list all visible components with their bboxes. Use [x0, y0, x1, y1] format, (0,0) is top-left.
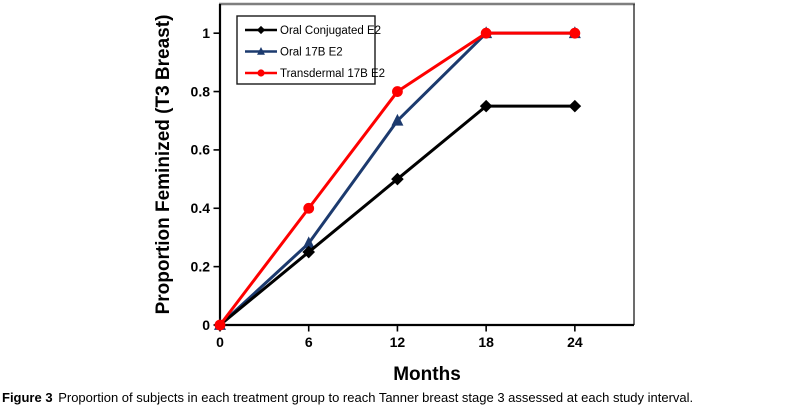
legend-label: Oral Conjugated E2 — [280, 25, 381, 37]
legend-entry-transdermal-17b-e2: Transdermal 17B E2 — [245, 68, 385, 80]
data-point-marker — [391, 172, 404, 186]
data-point-marker — [303, 202, 315, 214]
figure-caption-label: Figure 3 — [2, 390, 53, 405]
figure-caption-text: Proportion of subjects in each treatment… — [58, 390, 694, 405]
data-point-marker — [568, 99, 582, 113]
legend-entry-oral-17b-e2: Oral 17B E2 — [245, 47, 343, 59]
legend-label: Transdermal 17B E2 — [280, 68, 385, 80]
data-point-marker — [392, 86, 403, 97]
legend-marker-triangle — [257, 46, 265, 55]
x-tick-label-24: 24 — [567, 334, 583, 350]
data-point-marker — [480, 27, 492, 39]
y-tick-label-0.8: 0.8 — [191, 83, 211, 99]
y-axis-title: Proportion Feminized (T3 Breast) — [153, 15, 174, 315]
y-tick-label-0.6: 0.6 — [191, 142, 211, 158]
y-tick-label-1: 1 — [202, 25, 210, 41]
y-tick-label-0.2: 0.2 — [191, 258, 211, 274]
x-tick-label-12: 12 — [390, 334, 406, 350]
series-transdermal-17b-e2 — [214, 27, 581, 331]
data-point-marker — [214, 319, 226, 331]
figure-caption: Figure 3 Proportion of subjects in each … — [2, 390, 782, 406]
legend-marker-circle — [257, 69, 265, 77]
data-point-marker — [479, 99, 493, 113]
legend-entry-oral-conjugated-e2: Oral Conjugated E2 — [245, 25, 381, 37]
x-tick-label-18: 18 — [478, 334, 494, 350]
y-tick-label-0: 0 — [202, 317, 210, 333]
line-chart: 0 0.2 0.4 0.6 0.8 1 0 6 12 18 24 Months Proportion F… — [153, 2, 635, 385]
x-axis-title: Months — [393, 364, 461, 385]
x-tick-label-6: 6 — [305, 334, 313, 350]
x-axis-ticks: 0 6 12 18 24 — [216, 325, 583, 350]
data-point-marker — [569, 27, 581, 39]
y-tick-label-0.4: 0.4 — [191, 200, 211, 216]
data-point-marker — [391, 113, 404, 126]
data-point-marker — [302, 236, 315, 249]
legend-marker-diamond — [256, 25, 266, 35]
x-tick-label-0: 0 — [216, 334, 224, 350]
legend-label: Oral 17B E2 — [280, 47, 343, 59]
data-point-marker — [302, 245, 316, 259]
y-axis-ticks: 0 0.2 0.4 0.6 0.8 1 — [191, 25, 220, 333]
legend: Oral Conjugated E2 Oral 17B E2 Transdermal… — [236, 15, 385, 85]
